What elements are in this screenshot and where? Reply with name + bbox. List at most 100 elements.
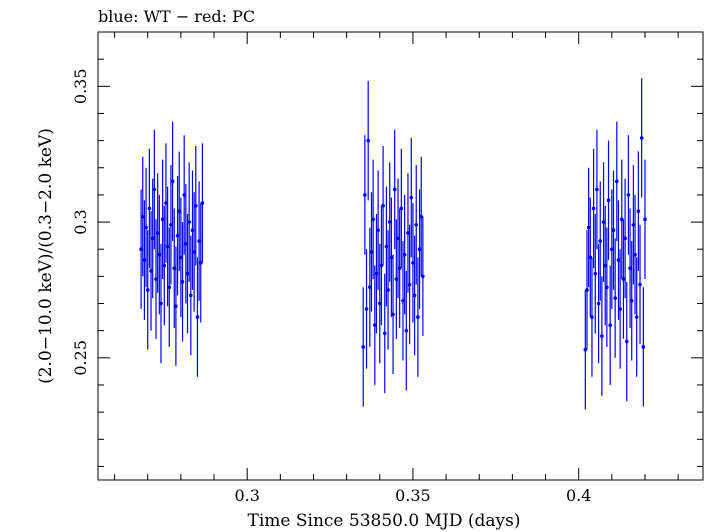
- data-marker: [177, 209, 182, 213]
- data-marker: [180, 279, 185, 284]
- data-marker: [386, 288, 390, 292]
- data-marker: [636, 209, 641, 213]
- data-point: [399, 148, 404, 269]
- data-point: [588, 197, 593, 318]
- y-tick-label: 0.25: [71, 340, 90, 376]
- data-point: [167, 227, 172, 347]
- data-marker: [149, 269, 153, 273]
- data-point: [417, 189, 422, 309]
- data-marker: [175, 233, 180, 238]
- data-point: [382, 273, 387, 394]
- data-marker: [169, 222, 173, 227]
- data-marker: [606, 198, 611, 203]
- data-point: [585, 230, 589, 350]
- data-point: [376, 170, 380, 290]
- data-marker: [182, 193, 186, 197]
- data-marker: [600, 334, 604, 338]
- data-marker: [184, 241, 188, 246]
- data-point: [195, 257, 200, 377]
- data-marker: [613, 296, 617, 300]
- data-point: [164, 143, 168, 263]
- data-marker: [364, 307, 369, 311]
- data-point: [198, 203, 203, 323]
- data-marker: [389, 255, 394, 260]
- data-point: [613, 238, 617, 358]
- data-marker: [392, 187, 397, 192]
- data-marker: [628, 266, 632, 271]
- data-marker: [631, 222, 636, 227]
- data-marker: [585, 288, 589, 292]
- data-point: [397, 208, 402, 328]
- data-marker: [172, 266, 177, 271]
- data-marker: [363, 193, 367, 197]
- data-marker: [195, 315, 200, 319]
- x-tick-label: 0.4: [566, 486, 591, 505]
- x-tick-label: 0.35: [395, 486, 431, 505]
- data-point: [615, 121, 619, 242]
- data-point: [396, 178, 400, 299]
- data-point: [373, 265, 377, 385]
- data-marker: [404, 328, 409, 333]
- data-point: [406, 173, 410, 293]
- data-marker: [190, 228, 195, 233]
- data-marker: [155, 231, 160, 235]
- data-point: [419, 156, 424, 277]
- data-point: [384, 186, 389, 307]
- data-marker: [639, 136, 644, 140]
- data-point: [394, 219, 399, 339]
- data-marker: [379, 263, 384, 268]
- data-marker: [414, 222, 419, 227]
- data-point: [381, 146, 385, 266]
- data-point: [387, 162, 392, 282]
- data-point: [364, 249, 369, 369]
- data-marker: [192, 250, 196, 254]
- data-marker: [601, 220, 606, 224]
- data-marker: [397, 266, 402, 271]
- data-point: [368, 227, 372, 347]
- data-point: [189, 235, 193, 356]
- data-marker: [387, 220, 392, 224]
- data-marker: [162, 263, 167, 268]
- data-point: [184, 184, 188, 304]
- data-point: [162, 205, 167, 326]
- data-point: [386, 230, 390, 350]
- data-marker: [142, 258, 147, 262]
- data-marker: [139, 247, 143, 252]
- y-tick-label: 0.35: [71, 68, 90, 104]
- data-marker: [621, 277, 626, 281]
- data-marker: [185, 271, 190, 276]
- data-marker: [140, 214, 145, 219]
- data-point: [643, 159, 647, 280]
- data-marker: [417, 247, 422, 252]
- data-marker: [626, 193, 631, 197]
- data-point: [139, 189, 143, 309]
- data-marker: [165, 244, 170, 249]
- data-point: [634, 257, 639, 377]
- data-point: [179, 197, 183, 318]
- x-tick-label: 0.3: [234, 486, 259, 505]
- data-marker: [147, 206, 152, 211]
- data-point: [631, 165, 636, 285]
- data-marker: [399, 206, 404, 211]
- data-point: [379, 205, 384, 326]
- data-point: [621, 219, 626, 339]
- data-marker: [416, 315, 420, 319]
- data-marker: [641, 345, 646, 349]
- data-point: [629, 241, 634, 361]
- data-marker: [590, 315, 594, 319]
- data-marker: [596, 301, 601, 306]
- data-point: [187, 162, 191, 282]
- data-point: [175, 175, 180, 296]
- data-marker: [411, 260, 415, 265]
- data-marker: [407, 282, 412, 287]
- data-point: [618, 249, 622, 369]
- data-marker: [368, 285, 372, 290]
- data-marker: [157, 252, 162, 257]
- data-point: [392, 129, 397, 250]
- data-point: [610, 189, 614, 309]
- data-point: [192, 192, 196, 312]
- data-marker: [200, 201, 205, 205]
- data-point: [586, 167, 591, 288]
- data-point: [144, 167, 148, 288]
